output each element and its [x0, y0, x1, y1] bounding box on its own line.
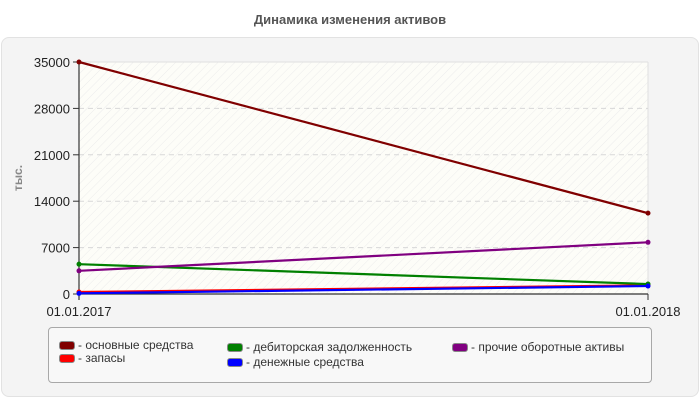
- data-point-marker: [76, 261, 82, 267]
- plot-area: [79, 62, 648, 294]
- data-point-marker: [76, 290, 82, 296]
- y-tick-label: 21000: [34, 148, 70, 163]
- legend-label: - основные средства: [78, 338, 194, 352]
- legend-label: - денежные средства: [246, 355, 364, 369]
- x-tick-label: 01.01.2017: [46, 304, 111, 319]
- series-line: [78, 241, 649, 272]
- y-tick-label: 7000: [41, 241, 70, 256]
- legend-swatch-icon: [59, 340, 75, 350]
- y-tick-label: 28000: [34, 101, 70, 116]
- x-tick-label: 01.01.2018: [615, 304, 680, 319]
- legend-item-receivables: - дебиторская задолженность: [227, 340, 412, 354]
- chart-legend: - основные средства - запасы - дебиторск…: [48, 327, 652, 383]
- y-axis-label: тыс.: [11, 165, 25, 191]
- series-line: [78, 284, 649, 295]
- legend-item-fixed-assets: - основные средства: [59, 338, 193, 352]
- data-point-marker: [645, 210, 651, 216]
- data-point-marker: [645, 239, 651, 245]
- legend-item-other-current-assets: - прочие оборотные активы: [452, 340, 624, 354]
- y-tick-label: 35000: [34, 55, 70, 70]
- data-point-marker: [76, 59, 82, 65]
- data-point-marker: [76, 268, 82, 274]
- data-point-marker: [645, 283, 651, 289]
- legend-item-cash: - денежные средства: [227, 355, 364, 369]
- series-line: [78, 60, 649, 215]
- legend-label: - прочие оборотные активы: [471, 340, 625, 354]
- legend-swatch-icon: [452, 342, 468, 352]
- y-tick-label: 14000: [34, 194, 70, 209]
- chart-title: Динамика изменения активов: [253, 12, 447, 27]
- y-tick-label: 0: [63, 287, 70, 302]
- legend-label: - дебиторская задолженность: [246, 340, 413, 354]
- legend-item-inventory: - запасы: [59, 351, 125, 365]
- legend-swatch-icon: [59, 353, 75, 363]
- legend-swatch-icon: [227, 357, 243, 367]
- legend-label: - запасы: [78, 351, 126, 365]
- legend-swatch-icon: [227, 342, 243, 352]
- series-line: [78, 263, 649, 286]
